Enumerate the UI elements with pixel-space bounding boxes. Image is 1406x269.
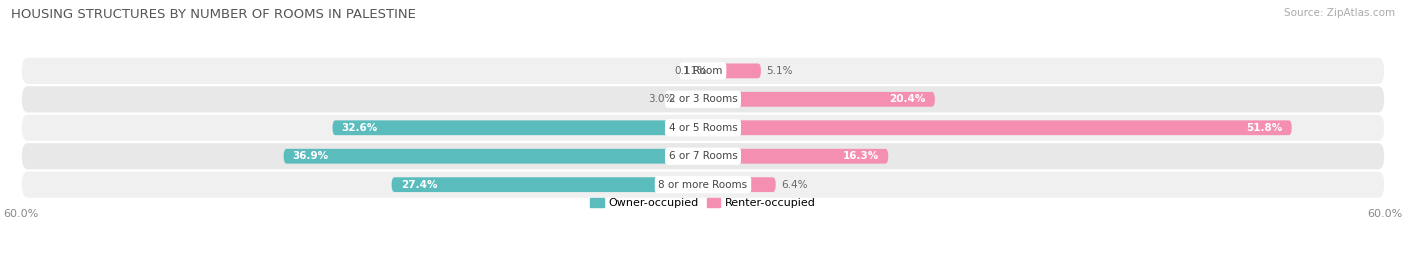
Text: HOUSING STRUCTURES BY NUMBER OF ROOMS IN PALESTINE: HOUSING STRUCTURES BY NUMBER OF ROOMS IN…: [11, 8, 416, 21]
Legend: Owner-occupied, Renter-occupied: Owner-occupied, Renter-occupied: [591, 198, 815, 208]
Text: 27.4%: 27.4%: [401, 180, 437, 190]
Text: 32.6%: 32.6%: [342, 123, 378, 133]
FancyBboxPatch shape: [21, 172, 1385, 198]
FancyBboxPatch shape: [703, 177, 776, 192]
FancyBboxPatch shape: [669, 92, 703, 107]
Text: Source: ZipAtlas.com: Source: ZipAtlas.com: [1284, 8, 1395, 18]
FancyBboxPatch shape: [703, 149, 889, 164]
Text: 4 or 5 Rooms: 4 or 5 Rooms: [669, 123, 737, 133]
Text: 36.9%: 36.9%: [292, 151, 329, 161]
Text: 8 or more Rooms: 8 or more Rooms: [658, 180, 748, 190]
Text: 20.4%: 20.4%: [890, 94, 925, 104]
FancyBboxPatch shape: [703, 92, 935, 107]
FancyBboxPatch shape: [703, 121, 1292, 135]
Text: 1 Room: 1 Room: [683, 66, 723, 76]
Text: 16.3%: 16.3%: [844, 151, 879, 161]
FancyBboxPatch shape: [21, 86, 1385, 112]
FancyBboxPatch shape: [21, 143, 1385, 169]
Text: 51.8%: 51.8%: [1246, 123, 1282, 133]
Text: 0.11%: 0.11%: [675, 66, 707, 76]
FancyBboxPatch shape: [21, 58, 1385, 84]
Text: 5.1%: 5.1%: [766, 66, 793, 76]
FancyBboxPatch shape: [284, 149, 703, 164]
FancyBboxPatch shape: [332, 121, 703, 135]
Text: 2 or 3 Rooms: 2 or 3 Rooms: [669, 94, 737, 104]
Text: 3.0%: 3.0%: [648, 94, 675, 104]
Text: 6 or 7 Rooms: 6 or 7 Rooms: [669, 151, 737, 161]
Text: 6.4%: 6.4%: [782, 180, 808, 190]
FancyBboxPatch shape: [703, 63, 761, 78]
FancyBboxPatch shape: [392, 177, 703, 192]
FancyBboxPatch shape: [21, 115, 1385, 141]
